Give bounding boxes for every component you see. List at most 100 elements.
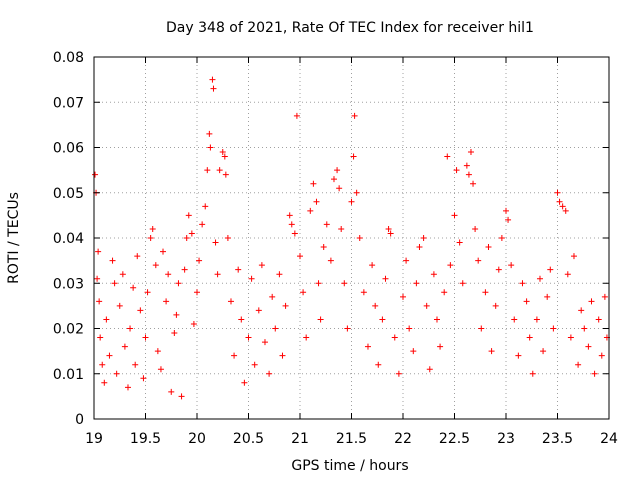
data-point: [224, 235, 231, 241]
data-point: [219, 149, 226, 156]
x-tick-labels: 19 19.5 20 20.5 21 21.5 22 22.5 23 23.5 24: [85, 431, 618, 447]
data-point: [451, 212, 458, 219]
data-point: [375, 361, 382, 368]
data-point: [210, 85, 217, 92]
data-point: [588, 298, 595, 305]
data-point: [171, 330, 178, 337]
data-point: [209, 76, 216, 83]
data-point: [119, 271, 126, 278]
data-point: [353, 189, 360, 196]
data-point: [511, 316, 518, 323]
data-point: [127, 325, 134, 332]
data-point: [467, 149, 474, 156]
y-tick-label: 0.04: [53, 231, 84, 247]
data-point: [216, 167, 223, 174]
data-point: [300, 289, 307, 296]
data-point: [241, 379, 248, 386]
data-point: [459, 280, 466, 287]
data-point: [142, 334, 149, 341]
data-point: [550, 325, 557, 332]
data-point: [276, 271, 283, 278]
data-point: [591, 370, 598, 377]
data-point: [101, 379, 108, 386]
data-point: [341, 280, 348, 287]
y-tick-label: 0.03: [53, 276, 84, 292]
data-point: [444, 153, 451, 160]
data-point: [465, 171, 472, 178]
data-point: [492, 302, 499, 309]
data-point: [356, 235, 363, 241]
data-point: [282, 302, 289, 309]
data-point: [536, 275, 543, 282]
data-point: [570, 253, 577, 260]
y-tick-label: 0.02: [53, 322, 84, 338]
data-point: [564, 271, 571, 278]
data-point: [317, 316, 324, 323]
data-point: [303, 334, 310, 341]
data-point: [598, 352, 605, 359]
data-point: [585, 343, 592, 350]
data-point: [178, 393, 185, 400]
data-point: [116, 302, 123, 309]
data-point: [508, 262, 515, 269]
data-point: [391, 334, 398, 341]
data-point: [379, 316, 386, 323]
data-point: [103, 316, 110, 323]
data-point: [315, 280, 322, 287]
data-point: [147, 235, 154, 241]
data-point: [258, 262, 265, 269]
y-axis-label: ROTI / TECUs: [6, 192, 22, 284]
data-point: [400, 293, 406, 300]
data-point: [430, 271, 437, 278]
data-point: [221, 153, 228, 160]
data-point: [519, 280, 526, 287]
data-point: [463, 162, 470, 169]
data-point: [297, 253, 303, 260]
y-tick-labels: 0 0.01 0.02 0.03 0.04 0.05 0.06 0.07 0.08: [53, 50, 84, 428]
data-point: [163, 298, 170, 305]
data-point: [286, 212, 293, 219]
data-point: [313, 198, 320, 205]
data-point: [96, 298, 103, 305]
data-point: [387, 230, 394, 237]
x-tick-label: 21.5: [336, 431, 367, 447]
x-tick-label: 23.5: [542, 431, 573, 447]
data-point: [433, 316, 440, 323]
data-point: [149, 225, 156, 232]
data-point: [456, 239, 463, 246]
data-point: [279, 352, 286, 359]
data-point: [207, 144, 214, 151]
data-point: [485, 244, 492, 251]
data-point: [403, 257, 410, 264]
data-point: [364, 343, 371, 350]
data-point: [338, 225, 345, 232]
data-point: [488, 348, 495, 355]
data-point: [472, 225, 479, 232]
data-point: [291, 230, 298, 237]
data-point: [395, 370, 402, 377]
x-tick-label: 19.5: [130, 431, 161, 447]
data-point: [529, 370, 536, 377]
data-point: [575, 361, 582, 368]
data-point: [165, 271, 172, 278]
axis-ticks: [93, 56, 610, 420]
data-point: [351, 112, 358, 119]
data-point: [199, 221, 206, 228]
data-point: [113, 370, 120, 377]
data-point: [222, 171, 229, 178]
data-point: [470, 180, 477, 187]
data-point: [288, 221, 295, 228]
data-point: [426, 366, 433, 373]
x-tick-label: 21: [291, 431, 309, 447]
data-point: [556, 198, 563, 205]
x-tick-label: 22: [394, 431, 412, 447]
data-point: [212, 239, 219, 246]
y-tick-label: 0: [75, 412, 84, 428]
data-point: [190, 320, 197, 327]
data-point: [106, 352, 113, 359]
data-point: [168, 388, 175, 395]
y-tick-label: 0.06: [53, 141, 84, 157]
data-point: [336, 185, 343, 192]
data-point: [95, 248, 102, 255]
x-tick-label: 24: [600, 431, 618, 447]
